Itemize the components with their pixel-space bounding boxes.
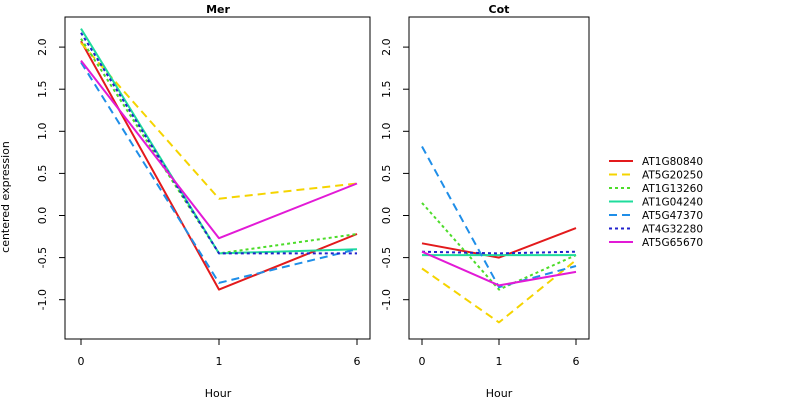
x-tick-label: 0 [78,355,85,368]
line-cot-at4g32280 [421,250,577,255]
panel-mer-frame [64,16,371,340]
legend-item: AT4G32280 [609,224,703,236]
legend: AT1G80840AT5G20250AT1G13260AT1G04240AT5G… [609,156,703,249]
y-tick-label: -0.5 [380,247,393,268]
x-tick-label: 1 [216,355,223,368]
legend-label: AT1G13260 [642,183,703,195]
x-tick-label: 6 [573,355,580,368]
line-mer-at4g32280 [80,32,357,255]
line-mer-at5g20250 [80,42,358,200]
line-mer-at5g65670 [80,59,358,240]
y-tick-label: 1.5 [380,80,393,98]
legend-item: AT5G20250 [609,170,703,182]
legend-label: AT5G20250 [642,170,703,182]
panel-cot: Cot Hour -1.0 -0.5 0.0 0.5 1.0 1.5 2.0 0 1 6 [380,3,590,400]
line-cot-at1g13260 [421,202,577,291]
y-tick-label: 1.0 [380,123,393,141]
legend-item: AT1G80840 [609,156,703,168]
line-cot-at5g65670 [421,250,577,287]
panel-mer-lines [80,28,358,291]
legend-label: AT4G32280 [642,224,703,236]
y-tick-label: 1.0 [36,123,49,141]
legend-label: AT5G65670 [642,237,703,249]
line-cot-at5g47370 [421,146,577,289]
legend-item: AT5G65670 [609,237,703,249]
legend-item: AT5G47370 [609,210,703,222]
panel-mer-xlabel: Hour [205,387,232,400]
y-tick-label: 0.0 [36,207,49,225]
y-tick-label: 0.0 [380,207,393,225]
panel-cot-title: Cot [489,3,510,16]
y-axis-label: centered expression [0,141,12,253]
line-cot-at5g20250 [421,259,577,324]
legend-label: AT1G04240 [642,197,703,209]
line-mer-at1g80840 [80,40,358,291]
y-tick-label: 0.5 [36,165,49,183]
panel-mer-title: Mer [206,3,230,16]
x-tick-label: 0 [419,355,426,368]
x-tick-label: 6 [354,355,361,368]
y-tick-label: 2.0 [380,38,393,56]
line-mer-at1g13260 [80,38,358,255]
line-mer-at5g47370 [80,61,358,284]
y-tick-label: 1.5 [36,80,49,98]
x-tick-label: 1 [496,355,503,368]
y-tick-label: -1.0 [380,289,393,310]
y-tick-label: 0.5 [380,165,393,183]
panel-cot-frame [408,16,590,340]
y-tick-label: -0.5 [36,247,49,268]
legend-item: AT1G13260 [609,183,703,195]
panel-mer-ticks: -1.0 -0.5 0.0 0.5 1.0 1.5 2.0 0 1 6 [36,38,361,368]
panel-cot-ticks: -1.0 -0.5 0.0 0.5 1.0 1.5 2.0 0 1 6 [380,38,580,368]
line-cot-at1g80840 [421,227,577,259]
y-tick-label: 2.0 [36,38,49,56]
y-tick-label: -1.0 [36,289,49,310]
panel-cot-xlabel: Hour [486,387,513,400]
panel-cot-lines [421,146,577,324]
legend-label: AT5G47370 [642,210,703,222]
line-mer-at1g04240 [80,28,358,255]
panel-mer: Mer Hour -1.0 -0.5 0.0 0.5 1.0 1.5 2.0 0 1 6 [36,3,371,400]
legend-item: AT1G04240 [609,197,703,209]
legend-label: AT1G80840 [642,156,703,168]
